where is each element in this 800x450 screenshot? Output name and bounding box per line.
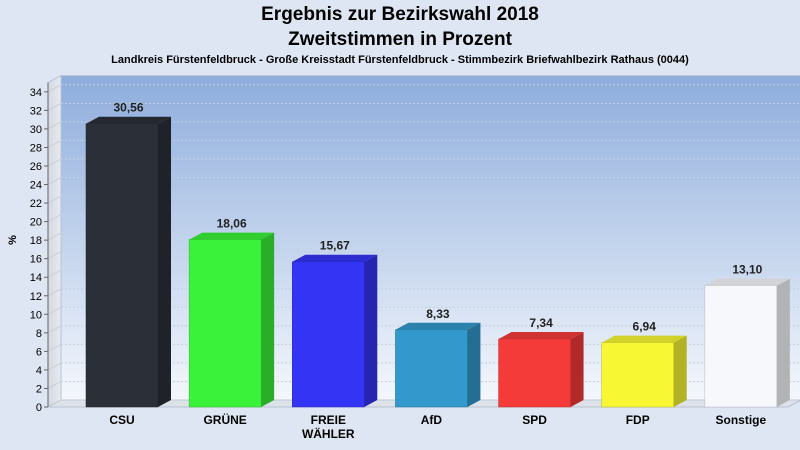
bar-freie-wähler	[292, 254, 378, 408]
grid-line-side	[47, 343, 62, 352]
y-tick-label: 26	[30, 161, 42, 173]
value-label: 15,67	[320, 239, 350, 253]
y-tick-label: 10	[30, 309, 42, 321]
y-tick-label: 24	[30, 180, 42, 192]
grid-line-side	[47, 288, 62, 297]
bar-front	[395, 329, 468, 408]
value-label: 13,10	[732, 263, 762, 277]
bar-top	[292, 254, 378, 262]
bar-side	[776, 278, 790, 407]
bar-side	[261, 232, 275, 407]
bar-sonstige	[704, 278, 790, 408]
grid-line-side	[47, 381, 62, 389]
bar-side	[158, 116, 171, 407]
bar-top	[189, 232, 275, 240]
grid-line-side	[47, 325, 62, 334]
y-tick-label: 0	[36, 402, 42, 414]
bar-top	[86, 116, 171, 124]
value-label: 18,06	[217, 217, 247, 231]
bar-top	[395, 322, 481, 330]
grid-line-side	[47, 269, 62, 278]
x-tick-label: FREIE WÄHLER	[302, 413, 355, 441]
grid-line-side	[47, 251, 62, 260]
chart-title: Ergebnis zur Bezirkswahl 2018	[261, 4, 539, 25]
grid-line-side	[47, 139, 62, 148]
bar-spd	[498, 331, 584, 408]
y-tick-label: 16	[30, 254, 42, 266]
grid-line-side	[47, 195, 62, 204]
chart-subtitle: Zweitstimmen in Prozent	[288, 29, 512, 50]
bars	[85, 116, 790, 408]
bar-side	[570, 331, 584, 407]
grid-line-side	[47, 158, 62, 167]
grid-line-side	[47, 306, 62, 315]
value-label: 30,56	[113, 101, 143, 115]
bar-front	[704, 285, 778, 408]
bar-top	[704, 278, 790, 286]
y-tick-label: 4	[36, 365, 42, 377]
bar-front	[498, 338, 571, 408]
grid-line-side	[47, 177, 62, 185]
grid-line-side	[47, 102, 62, 111]
grid-line-side	[47, 84, 62, 93]
y-tick-label: 18	[30, 235, 42, 247]
bar-front	[601, 342, 674, 408]
grid-line-side	[47, 214, 62, 223]
x-tick-label: Sonstige	[716, 413, 767, 427]
bar-side	[673, 335, 687, 407]
grid-line-side	[47, 232, 62, 241]
x-tick-label: FDP	[626, 413, 650, 427]
y-tick-label: 8	[36, 328, 42, 340]
y-tick-label: 6	[36, 346, 42, 358]
value-label: 8,33	[426, 307, 450, 321]
grid-line-side	[47, 399, 62, 408]
bar-front	[188, 239, 262, 408]
y-tick-label: 2	[36, 383, 42, 395]
bar-side	[467, 322, 481, 407]
y-tick-label: 30	[30, 124, 42, 136]
bar-front	[292, 261, 365, 408]
y-tick-label: 32	[30, 105, 42, 117]
bar-fdp	[601, 335, 687, 408]
bar-top	[601, 335, 687, 343]
value-label: 6,94	[633, 320, 657, 334]
bar-csu	[85, 116, 171, 408]
x-tick-label: SPD	[522, 413, 547, 427]
y-tick-label: 12	[30, 291, 42, 303]
x-axis: CSU GRÜNE FREIE WÄHLER AfD SPD FDP Sonstige	[109, 412, 766, 441]
chart-location: Landkreis Fürstenfeldbruck - Große Kreis…	[111, 54, 689, 66]
value-labels: 30,56 18,06 15,67 8,33 7,34 6,94 13,10	[113, 101, 762, 334]
value-label: 7,34	[529, 316, 553, 330]
y-tick-label: 22	[30, 198, 42, 210]
bar-front	[85, 123, 159, 408]
x-tick-label: AfD	[421, 413, 443, 427]
grid-line-side	[47, 362, 62, 371]
y-tick-label: 14	[30, 272, 42, 284]
y-tick-label: 28	[30, 142, 42, 154]
x-tick-label: GRÜNE	[203, 412, 246, 427]
grid-line-side	[47, 121, 62, 130]
bar-grüne	[188, 232, 275, 408]
y-axis-label: %	[7, 235, 19, 245]
bar-top	[498, 331, 584, 339]
y-tick-label: 20	[30, 217, 42, 229]
bar-side	[364, 254, 378, 407]
y-tick-label: 34	[30, 87, 42, 99]
bar-afd	[395, 322, 481, 408]
x-tick-label: CSU	[109, 413, 134, 427]
